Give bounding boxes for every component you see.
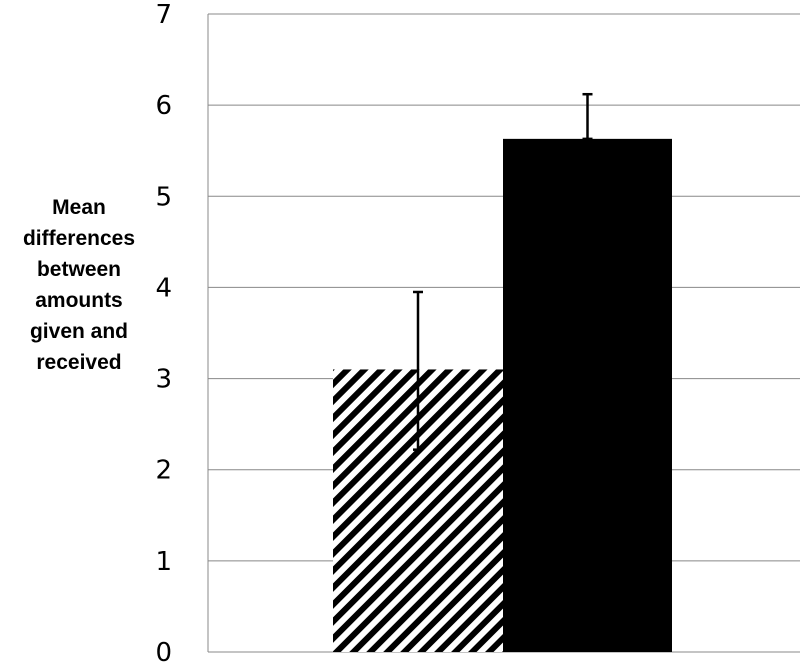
bars [333,138,672,652]
y-axis-label-line: between [36,258,122,281]
y-axis-label-line: received [36,351,122,374]
y-tick-label: 3 [155,365,172,395]
y-tick-label: 6 [155,91,172,121]
y-axis-ticks: 0 1 2 3 4 5 6 7 [155,0,172,663]
y-axis-label: Mean differences between amounts given a… [14,192,144,378]
y-axis-label-line: amounts [35,289,123,312]
y-tick-label: 5 [155,182,172,212]
y-axis-label-line: differences [22,227,136,250]
error-bars [413,92,593,451]
y-tick-label: 7 [155,0,172,30]
y-axis-label-line: Mean [52,196,106,219]
y-tick-label: 0 [155,638,172,663]
y-tick-label: 1 [155,547,172,577]
y-tick-label: 2 [155,456,172,486]
bar [503,138,672,652]
y-tick-label: 4 [155,273,172,303]
y-axis-label-line: given and [29,320,129,343]
